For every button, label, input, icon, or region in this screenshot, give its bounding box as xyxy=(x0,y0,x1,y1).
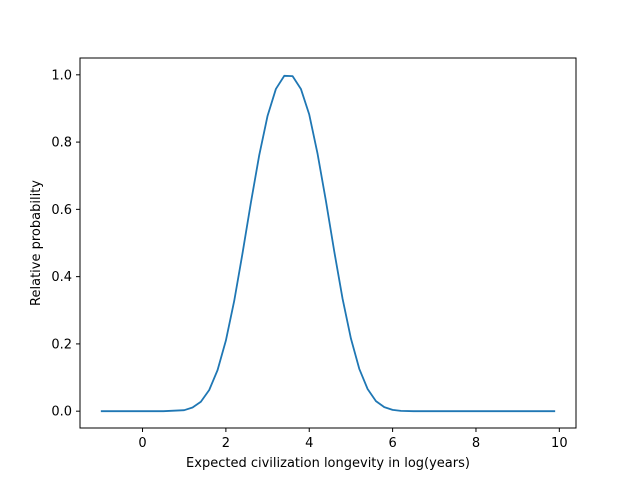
x-axis: 0 2 4 6 8 10 xyxy=(138,428,568,451)
y-tick-label: 1.0 xyxy=(51,68,72,83)
y-tick-label: 0.8 xyxy=(51,136,72,151)
x-tick-label: 6 xyxy=(388,436,396,451)
x-tick-label: 4 xyxy=(305,436,313,451)
y-tick-label: 0.4 xyxy=(51,270,72,285)
y-axis: 0.0 0.2 0.4 0.6 0.8 1.0 xyxy=(51,68,80,420)
x-tick-label: 10 xyxy=(551,436,568,451)
y-tick-label: 0.2 xyxy=(51,337,72,352)
x-tick-label: 0 xyxy=(138,436,146,451)
y-tick-label: 0.6 xyxy=(51,203,72,218)
y-tick-label: 0.0 xyxy=(51,405,72,420)
y-axis-label: Relative probability xyxy=(29,180,44,306)
series-layer xyxy=(100,74,556,413)
x-tick-label: 8 xyxy=(472,436,480,451)
x-tick-label: 2 xyxy=(222,436,230,451)
series-line xyxy=(100,74,556,413)
plot-frame xyxy=(79,57,577,429)
x-axis-label: Expected civilization longevity in log(y… xyxy=(186,456,470,471)
